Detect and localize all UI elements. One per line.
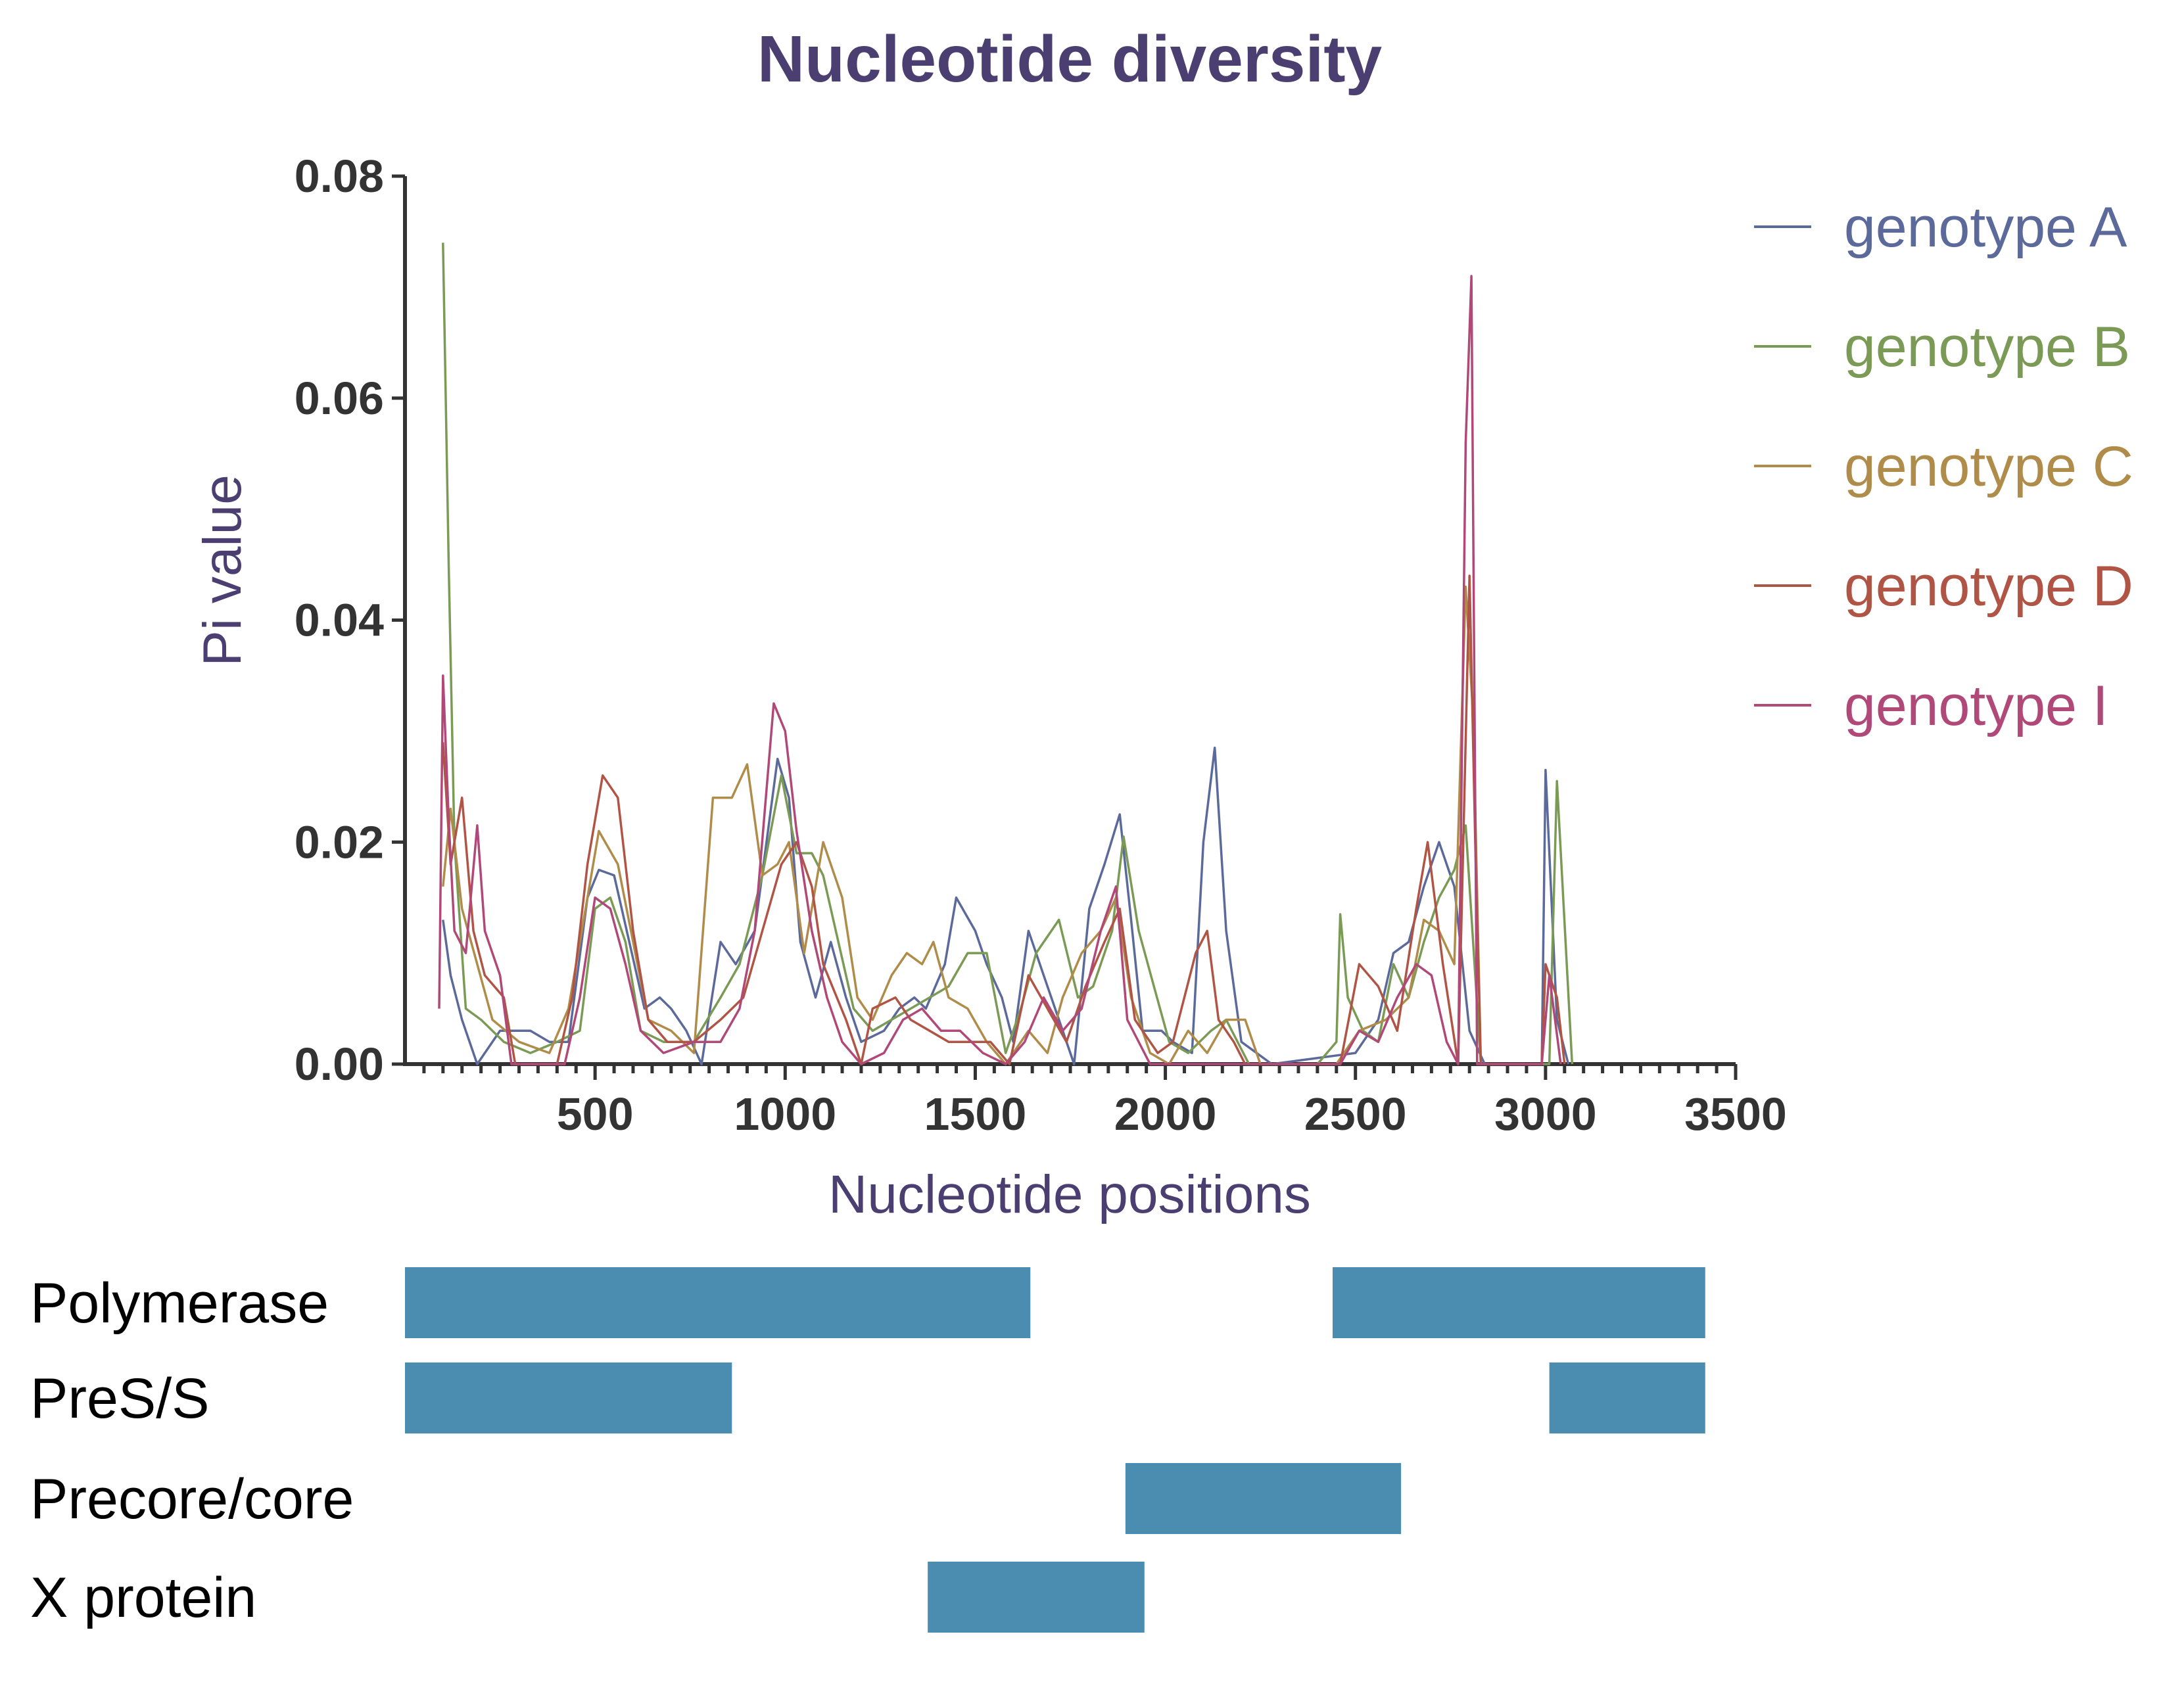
track-label: Precore/core xyxy=(30,1468,354,1531)
track-segment xyxy=(928,1562,1145,1633)
y-tick-label: 0.06 xyxy=(295,373,384,424)
y-tick-label: 0.00 xyxy=(295,1038,384,1090)
track-segment xyxy=(405,1267,1031,1338)
legend-label: genotype I xyxy=(1844,674,2108,737)
y-tick-label: 0.04 xyxy=(295,595,384,646)
x-tick-label: 3000 xyxy=(1494,1088,1597,1140)
legend-item: genotype I xyxy=(1754,674,2108,737)
series-line-genotype-b xyxy=(442,243,1574,1065)
x-tick-label: 3500 xyxy=(1684,1088,1787,1140)
legend-item: genotype C xyxy=(1754,435,2133,498)
series-line-genotype-a xyxy=(442,746,1570,1065)
track-segment xyxy=(1125,1463,1402,1534)
x-tick-label: 1000 xyxy=(734,1088,836,1140)
x-ticks: 500 1000 1500 2000 2500 3000 3500 xyxy=(422,1064,1787,1140)
legend-item: genotype D xyxy=(1754,555,2133,618)
y-tick-label: 0.02 xyxy=(295,816,384,868)
track-label: Polymerase xyxy=(30,1272,329,1335)
track-segment xyxy=(1549,1362,1705,1433)
x-tick-label: 2500 xyxy=(1304,1088,1407,1140)
x-tick-label: 1500 xyxy=(924,1088,1027,1140)
y-ticks: 0.00 0.02 0.04 0.06 0.08 xyxy=(295,151,405,1090)
legend-label: genotype A xyxy=(1844,196,2127,259)
series-line-genotype-i xyxy=(438,275,1562,1065)
plot-area: 0.00 0.02 0.04 0.06 0.08 500 1000 1500 2000 2500… xyxy=(295,151,1787,1140)
y-tick-label: 0.08 xyxy=(295,151,384,202)
legend: genotype A genotype B genotype C genotype D… xyxy=(1754,196,2133,737)
x-tick-label: 500 xyxy=(557,1088,634,1140)
legend-label: genotype C xyxy=(1844,435,2133,498)
track-segment xyxy=(405,1362,732,1433)
chart-title: Nucleotide diversity xyxy=(757,22,1383,96)
series-line-genotype-c xyxy=(442,586,1483,1065)
track-label: X protein xyxy=(30,1566,256,1629)
series-lines xyxy=(438,243,1574,1065)
y-axis-title: Pi value xyxy=(193,475,252,666)
gene-tracks: Polymerase PreS/S Precore/core X protein xyxy=(30,1267,1705,1633)
legend-item: genotype A xyxy=(1754,196,2127,259)
x-tick-label: 2000 xyxy=(1114,1088,1217,1140)
track-segment xyxy=(1333,1267,1705,1338)
legend-label: genotype D xyxy=(1844,555,2133,618)
x-axis-title: Nucleotide positions xyxy=(828,1165,1311,1224)
track-label: PreS/S xyxy=(30,1367,209,1430)
legend-label: genotype B xyxy=(1844,315,2130,379)
series-line-genotype-d xyxy=(442,574,1566,1065)
legend-item: genotype B xyxy=(1754,315,2130,379)
